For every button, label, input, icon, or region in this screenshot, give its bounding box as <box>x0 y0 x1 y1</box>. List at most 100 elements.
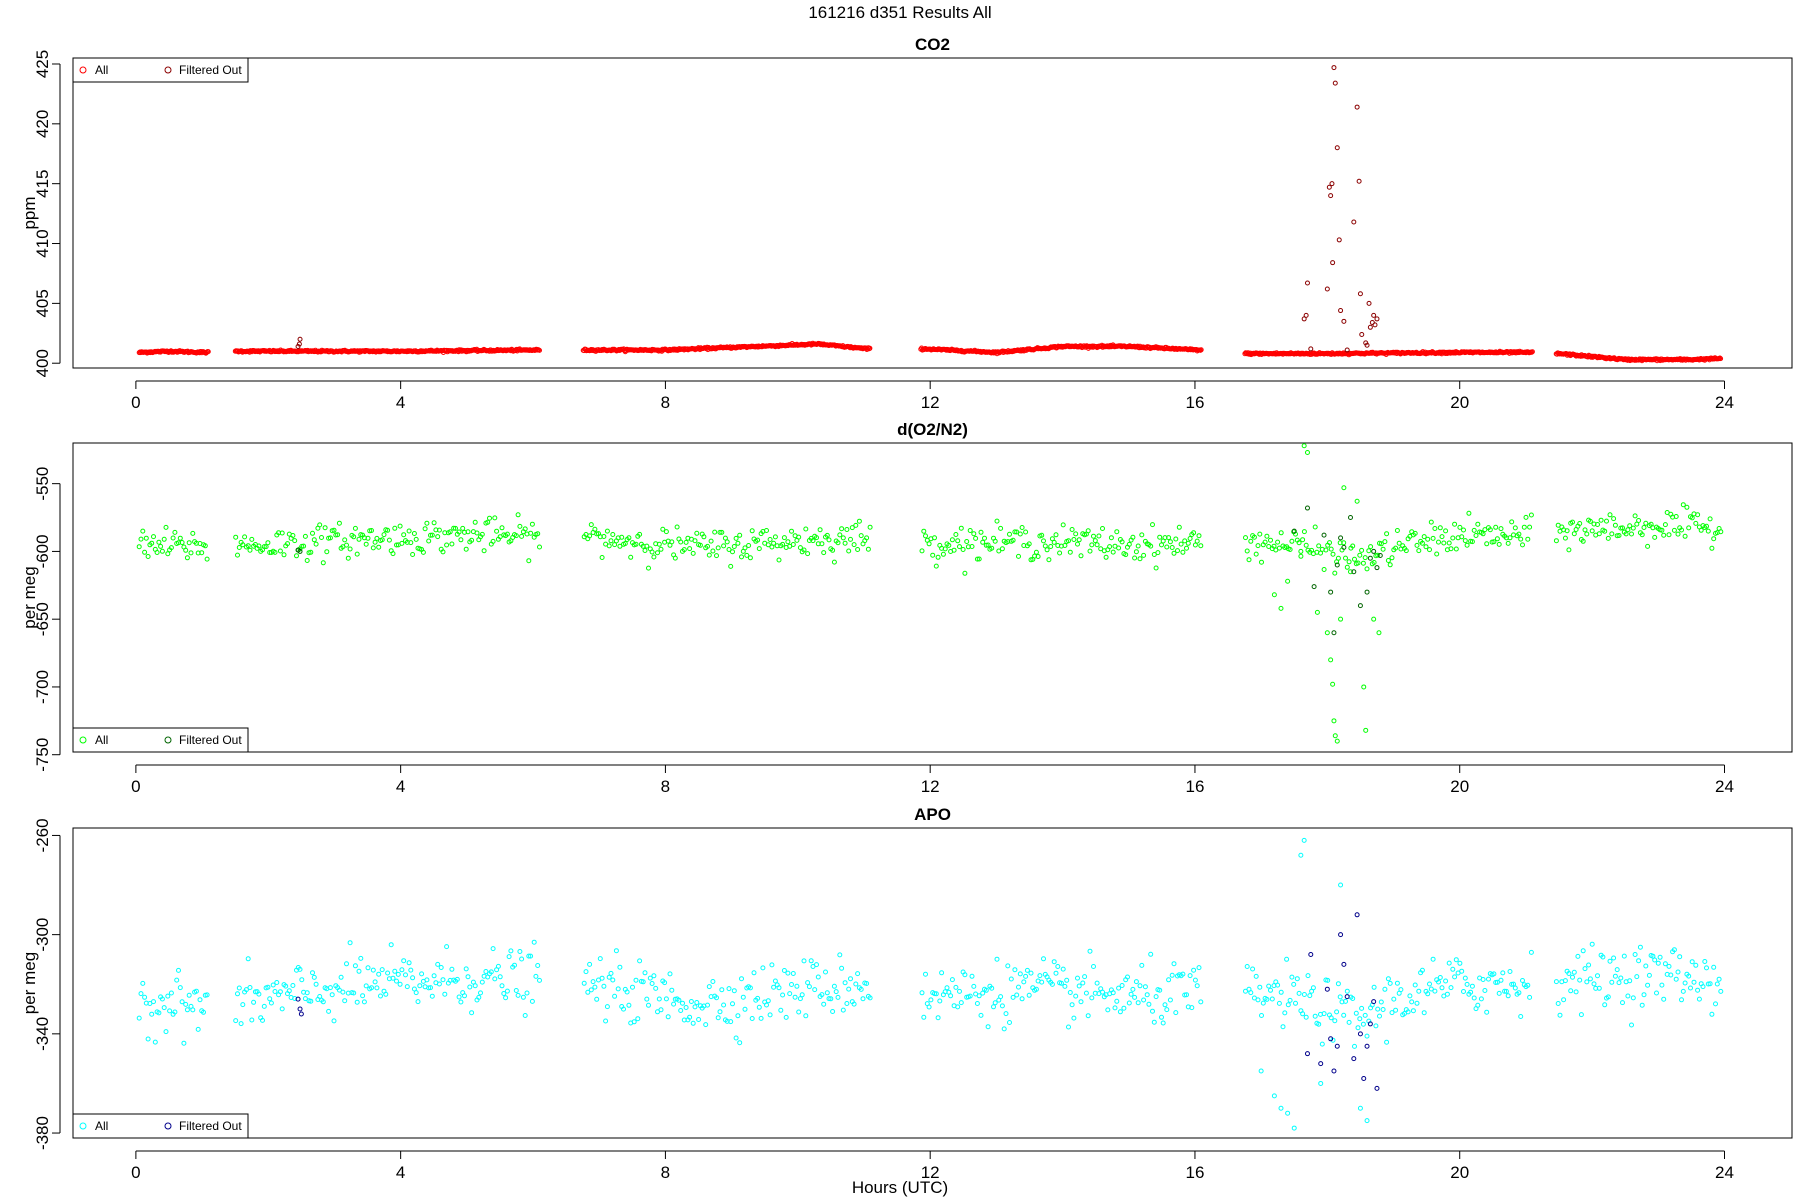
point-all <box>494 528 500 534</box>
point-filtered-out <box>1304 505 1310 511</box>
point-all <box>533 973 539 979</box>
point-all <box>1609 531 1615 537</box>
point-all <box>1637 944 1643 950</box>
point-all <box>1157 987 1163 993</box>
point-all <box>1166 977 1172 983</box>
point-all <box>428 985 433 991</box>
point-all <box>340 989 346 995</box>
point-all <box>787 991 793 997</box>
point-all <box>1611 516 1617 522</box>
point-all <box>932 991 937 997</box>
point-all <box>819 541 825 547</box>
point-all <box>606 974 612 980</box>
point-all <box>1679 527 1684 533</box>
point-all <box>165 993 171 999</box>
point-all <box>731 988 737 994</box>
point-all <box>1016 984 1021 990</box>
point-all <box>202 543 208 549</box>
point-all <box>1398 987 1404 993</box>
point-all <box>199 550 205 556</box>
point-all <box>796 1009 802 1015</box>
point-all <box>535 963 541 968</box>
point-all <box>1194 538 1200 544</box>
point-all <box>1110 990 1116 996</box>
point-all <box>399 540 405 546</box>
point-all <box>808 958 814 964</box>
point-all <box>1359 1005 1365 1011</box>
point-all <box>1675 969 1681 975</box>
y-tick-label: -300 <box>33 918 52 952</box>
point-all <box>204 556 210 562</box>
point-all <box>994 518 1000 524</box>
point-all <box>790 971 796 976</box>
point-all <box>1380 1007 1386 1012</box>
point-all <box>1108 535 1114 541</box>
point-all <box>465 974 471 980</box>
point-all <box>597 956 603 962</box>
point-all <box>1630 525 1636 531</box>
point-all <box>772 534 778 540</box>
point-all <box>1627 523 1633 529</box>
point-all <box>1243 535 1248 541</box>
point-all <box>1148 543 1154 549</box>
point-all <box>1191 530 1197 536</box>
point-all <box>1337 994 1343 1000</box>
point-all <box>1643 520 1649 526</box>
point-all <box>644 543 650 549</box>
point-all <box>1496 990 1502 996</box>
point-all <box>310 970 315 976</box>
point-all <box>856 518 862 524</box>
point-all <box>163 1029 169 1035</box>
point-all <box>440 549 446 555</box>
point-all <box>1487 527 1493 533</box>
point-all <box>755 537 761 543</box>
point-all <box>1007 531 1012 537</box>
point-all <box>792 994 798 1000</box>
point-all <box>233 1018 239 1024</box>
point-all <box>978 529 984 535</box>
point-all <box>286 988 292 994</box>
point-all <box>537 977 542 983</box>
point-all <box>1048 544 1054 549</box>
point-all <box>631 1019 637 1025</box>
point-all <box>1319 1041 1325 1047</box>
point-all <box>823 969 828 975</box>
point-all <box>1157 534 1163 540</box>
point-all <box>658 546 664 552</box>
point-all <box>612 993 618 999</box>
point-all <box>515 992 521 998</box>
point-all <box>1039 979 1045 985</box>
point-filtered-out <box>1374 1085 1380 1091</box>
point-all <box>401 958 407 964</box>
point-all <box>1253 551 1259 557</box>
point-all <box>436 981 442 987</box>
point-all <box>801 547 807 553</box>
point-all <box>517 949 523 954</box>
point-all <box>694 1000 700 1005</box>
point-all <box>1421 534 1427 540</box>
point-all <box>1180 549 1186 555</box>
point-all <box>760 965 766 971</box>
point-all <box>1652 957 1658 963</box>
point-all <box>1577 521 1583 526</box>
point-all <box>1159 542 1164 548</box>
point-all <box>921 528 927 534</box>
point-all <box>1355 560 1361 566</box>
point-all <box>764 1002 769 1008</box>
point-all <box>456 994 462 1000</box>
point-all <box>462 993 467 999</box>
point-all <box>1198 347 1204 353</box>
point-all <box>1582 966 1588 972</box>
point-all <box>690 1020 696 1026</box>
legend-marker-all <box>79 66 87 74</box>
point-all <box>1192 542 1198 548</box>
point-all <box>1452 521 1458 527</box>
point-all <box>522 1013 528 1018</box>
point-all <box>1321 567 1327 572</box>
point-all <box>717 529 723 535</box>
point-all <box>1680 502 1686 508</box>
point-all <box>1480 977 1486 982</box>
x-tick-label: 16 <box>1185 777 1204 796</box>
point-all <box>261 1003 267 1009</box>
point-all <box>1645 543 1651 549</box>
